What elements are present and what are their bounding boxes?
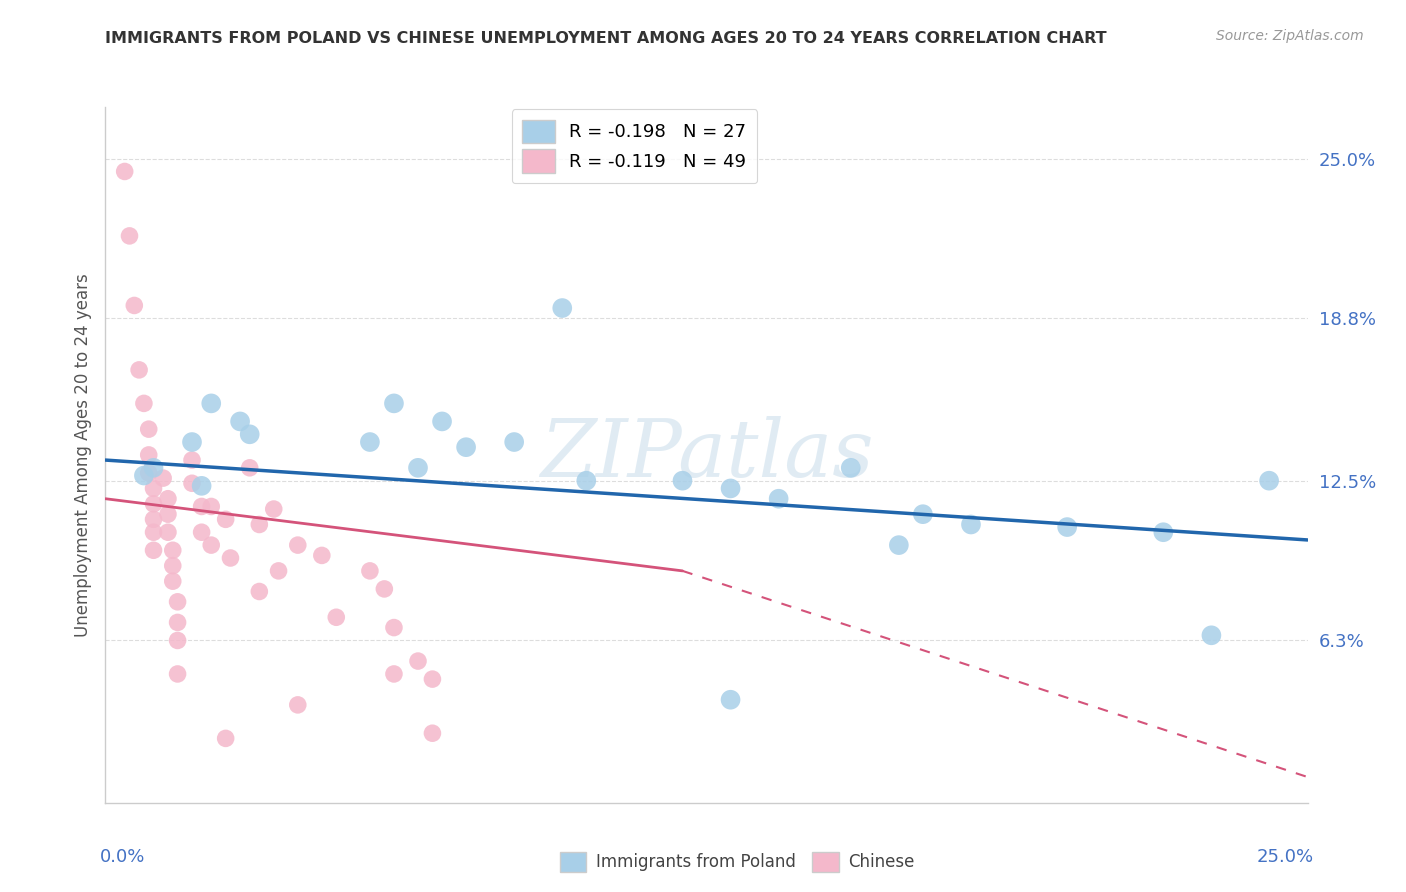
Point — [142, 482, 165, 496]
Point — [200, 396, 222, 410]
Point — [1201, 628, 1223, 642]
Point — [124, 298, 146, 312]
Point — [287, 698, 309, 712]
Point — [142, 543, 165, 558]
Text: ZIPatlas: ZIPatlas — [540, 417, 873, 493]
Point — [214, 512, 236, 526]
Text: IMMIGRANTS FROM POLAND VS CHINESE UNEMPLOYMENT AMONG AGES 20 TO 24 YEARS CORRELA: IMMIGRANTS FROM POLAND VS CHINESE UNEMPL… — [105, 31, 1107, 46]
Text: Chinese: Chinese — [848, 853, 915, 871]
Point — [190, 525, 212, 540]
Point — [229, 414, 252, 428]
Point — [720, 692, 742, 706]
Point — [239, 460, 262, 475]
Point — [181, 435, 204, 450]
Point — [166, 633, 188, 648]
Point — [359, 435, 381, 450]
Point — [156, 507, 179, 521]
Point — [142, 460, 165, 475]
Point — [118, 228, 141, 243]
Point — [138, 466, 160, 480]
Point — [960, 517, 983, 532]
Point — [247, 517, 270, 532]
Point — [181, 453, 204, 467]
Point — [1152, 525, 1174, 540]
Point — [142, 512, 165, 526]
Y-axis label: Unemployment Among Ages 20 to 24 years: Unemployment Among Ages 20 to 24 years — [73, 273, 91, 637]
Point — [152, 471, 174, 485]
FancyBboxPatch shape — [560, 852, 586, 871]
Point — [382, 396, 405, 410]
Point — [247, 584, 270, 599]
Point — [422, 726, 444, 740]
Point — [406, 654, 429, 668]
Point — [214, 731, 236, 746]
Point — [263, 502, 285, 516]
Point — [138, 448, 160, 462]
Legend: R = -0.198   N = 27, R = -0.119   N = 49: R = -0.198 N = 27, R = -0.119 N = 49 — [512, 109, 758, 184]
Point — [156, 491, 179, 506]
Point — [200, 538, 222, 552]
Point — [1056, 520, 1078, 534]
Point — [911, 507, 934, 521]
Point — [551, 301, 574, 315]
Point — [359, 564, 381, 578]
Point — [267, 564, 290, 578]
Point — [166, 667, 188, 681]
Point — [503, 435, 526, 450]
Point — [325, 610, 347, 624]
Point — [162, 574, 184, 589]
Text: 25.0%: 25.0% — [1257, 848, 1313, 866]
Point — [887, 538, 910, 552]
Point — [239, 427, 262, 442]
Point — [839, 460, 862, 475]
Point — [768, 491, 790, 506]
Point — [142, 525, 165, 540]
Point — [1258, 474, 1281, 488]
Point — [114, 164, 136, 178]
Text: Source: ZipAtlas.com: Source: ZipAtlas.com — [1216, 29, 1364, 43]
Point — [181, 476, 204, 491]
Point — [219, 551, 242, 566]
Point — [430, 414, 453, 428]
Point — [166, 615, 188, 630]
Point — [575, 474, 598, 488]
FancyBboxPatch shape — [813, 852, 839, 871]
Point — [132, 396, 155, 410]
Point — [156, 525, 179, 540]
Point — [128, 363, 150, 377]
Point — [190, 479, 212, 493]
Point — [373, 582, 395, 596]
Point — [671, 474, 693, 488]
Point — [162, 558, 184, 573]
Point — [720, 482, 742, 496]
Point — [422, 672, 444, 686]
Point — [454, 440, 477, 454]
Point — [190, 500, 212, 514]
Point — [311, 549, 333, 563]
Point — [382, 621, 405, 635]
Point — [200, 500, 222, 514]
Point — [142, 497, 165, 511]
Point — [382, 667, 405, 681]
Point — [138, 422, 160, 436]
Point — [287, 538, 309, 552]
Point — [406, 460, 429, 475]
Text: 0.0%: 0.0% — [100, 848, 145, 866]
Point — [166, 595, 188, 609]
Point — [132, 468, 155, 483]
Point — [162, 543, 184, 558]
Text: Immigrants from Poland: Immigrants from Poland — [596, 853, 796, 871]
